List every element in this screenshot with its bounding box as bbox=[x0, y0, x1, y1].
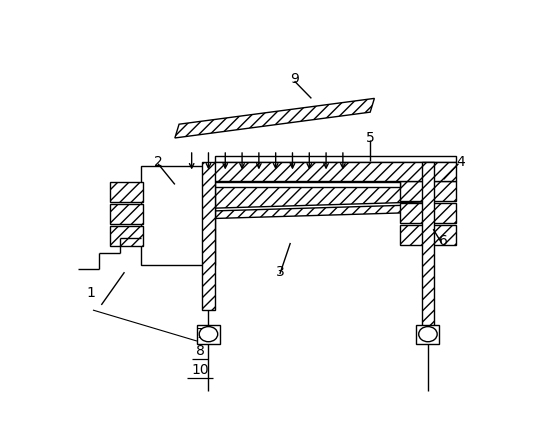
Text: 5: 5 bbox=[366, 131, 375, 145]
Bar bbox=[109, 182, 143, 202]
Bar bbox=[399, 181, 456, 201]
Text: 9: 9 bbox=[290, 72, 299, 86]
Text: 8: 8 bbox=[196, 344, 204, 358]
Polygon shape bbox=[202, 204, 434, 219]
Text: 7: 7 bbox=[196, 327, 204, 341]
Bar bbox=[399, 225, 456, 245]
Bar bbox=[202, 162, 215, 310]
Bar bbox=[399, 202, 456, 223]
Text: 3: 3 bbox=[275, 265, 284, 279]
Polygon shape bbox=[175, 98, 375, 138]
Circle shape bbox=[419, 327, 437, 342]
Bar bbox=[141, 165, 215, 266]
Polygon shape bbox=[202, 181, 434, 208]
Text: 10: 10 bbox=[191, 363, 209, 377]
Bar bbox=[214, 162, 456, 181]
Bar bbox=[197, 325, 220, 344]
Bar bbox=[416, 325, 440, 344]
Bar bbox=[109, 204, 143, 224]
Bar bbox=[422, 162, 434, 329]
Bar bbox=[109, 227, 143, 246]
Text: 4: 4 bbox=[456, 155, 465, 169]
Bar bbox=[215, 156, 456, 162]
Text: 1: 1 bbox=[86, 286, 95, 300]
Text: 2: 2 bbox=[154, 155, 163, 169]
Circle shape bbox=[199, 327, 218, 342]
Text: 6: 6 bbox=[439, 234, 448, 248]
Bar bbox=[215, 182, 399, 187]
